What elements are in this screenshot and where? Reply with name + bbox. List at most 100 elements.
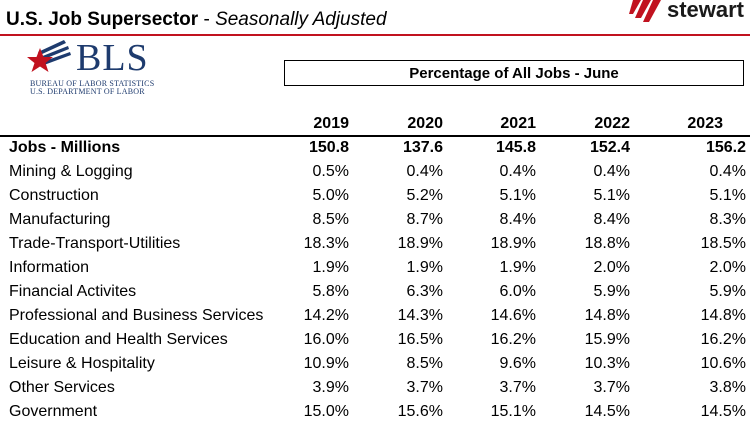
row-value: 14.3% xyxy=(397,307,443,324)
row-value: 5.1% xyxy=(499,187,536,204)
row-value: 8.3% xyxy=(709,211,746,228)
row-value: 14.2% xyxy=(303,307,349,324)
table-row: Mining & Logging 0.5% 0.4% 0.4% 0.4% 0.4… xyxy=(0,160,750,184)
row-value: 0.5% xyxy=(312,163,349,180)
row-value: 18.8% xyxy=(584,235,630,252)
row-value: 14.6% xyxy=(490,307,536,324)
row-value: 2.0% xyxy=(593,259,630,276)
row-label: Trade-Transport-Utilities xyxy=(9,235,181,252)
table-row: Other Services 3.9% 3.7% 3.7% 3.7% 3.8% xyxy=(0,376,750,400)
bls-star-icon xyxy=(27,40,71,72)
table-row: Manufacturing 8.5% 8.7% 8.4% 8.4% 8.3% xyxy=(0,208,750,232)
table-row: Trade-Transport-Utilities 18.3% 18.9% 18… xyxy=(0,232,750,256)
year-header: 2023 xyxy=(687,115,723,132)
row-value: 5.8% xyxy=(312,283,349,300)
row-value: 15.6% xyxy=(397,403,443,420)
row-value: 3.7% xyxy=(593,379,630,396)
table-caption: Percentage of All Jobs - June xyxy=(284,60,744,86)
row-label: Education and Health Services xyxy=(9,331,228,348)
row-value: 0.4% xyxy=(406,163,443,180)
row-label: Financial Activites xyxy=(9,283,137,300)
bls-wordmark: BLS xyxy=(76,37,149,79)
row-label: Professional and Business Services xyxy=(9,307,264,324)
row-value: 9.6% xyxy=(499,355,536,372)
row-value: 15.1% xyxy=(490,403,536,420)
row-value: 0.4% xyxy=(499,163,536,180)
row-value: 6.0% xyxy=(499,283,536,300)
row-value: 137.6 xyxy=(402,139,443,156)
row-value: 150.8 xyxy=(308,139,349,156)
row-value: 5.9% xyxy=(709,283,746,300)
year-header: 2021 xyxy=(500,115,536,132)
table-row: Education and Health Services 16.0% 16.5… xyxy=(0,328,750,352)
table-row: Government 15.0% 15.6% 15.1% 14.5% 14.5% xyxy=(0,400,750,424)
row-value: 0.4% xyxy=(709,163,746,180)
row-label: Information xyxy=(9,259,90,276)
row-value: 14.8% xyxy=(700,307,746,324)
row-value: 5.1% xyxy=(709,187,746,204)
row-value: 15.9% xyxy=(584,331,630,348)
table-row: Construction 5.0% 5.2% 5.1% 5.1% 5.1% xyxy=(0,184,750,208)
table-row: Financial Activites 5.8% 6.3% 6.0% 5.9% … xyxy=(0,280,750,304)
title-main: U.S. Job Supersector xyxy=(6,9,199,30)
title-separator: - xyxy=(198,9,216,30)
row-value: 16.0% xyxy=(303,331,349,348)
row-value: 5.9% xyxy=(593,283,630,300)
row-value: 6.3% xyxy=(406,283,443,300)
header-divider xyxy=(0,135,750,137)
row-value: 0.4% xyxy=(593,163,630,180)
table-row: Professional and Business Services 14.2%… xyxy=(0,304,750,328)
row-value: 3.8% xyxy=(709,379,746,396)
year-header: 2022 xyxy=(594,115,630,132)
row-label: Manufacturing xyxy=(9,211,111,228)
row-label: Other Services xyxy=(9,379,115,396)
table-row: Leisure & Hospitality 10.9% 8.5% 9.6% 10… xyxy=(0,352,750,376)
stewart-wordmark: stewart xyxy=(666,0,744,22)
row-value: 1.9% xyxy=(312,259,349,276)
row-value: 16.5% xyxy=(397,331,443,348)
row-value: 18.5% xyxy=(700,235,746,252)
row-value: 152.4 xyxy=(589,139,630,156)
row-value: 16.2% xyxy=(490,331,536,348)
row-value: 18.9% xyxy=(397,235,443,252)
row-value: 18.3% xyxy=(303,235,349,252)
row-value: 8.7% xyxy=(406,211,443,228)
row-value: 16.2% xyxy=(700,331,746,348)
row-value: 8.4% xyxy=(593,211,630,228)
page-title: U.S. Job Supersector - Seasonally Adjust… xyxy=(6,9,387,31)
row-value: 8.5% xyxy=(406,355,443,372)
row-value: 10.6% xyxy=(700,355,746,372)
row-label: Mining & Logging xyxy=(9,163,133,180)
row-label: Leisure & Hospitality xyxy=(9,355,155,372)
row-value: 3.7% xyxy=(499,379,536,396)
row-value: 14.5% xyxy=(584,403,630,420)
table-row: Information 1.9% 1.9% 1.9% 2.0% 2.0% xyxy=(0,256,750,280)
row-value: 5.0% xyxy=(312,187,349,204)
row-label: Construction xyxy=(9,187,99,204)
row-value: 14.5% xyxy=(700,403,746,420)
stewart-logo: stewart xyxy=(628,0,744,24)
stewart-mark-icon xyxy=(628,0,661,22)
row-value: 8.4% xyxy=(499,211,536,228)
year-header-row: 2019 2020 2021 2022 2023 xyxy=(0,115,750,135)
row-label: Jobs - Millions xyxy=(9,139,121,156)
bls-bureau-line: BUREAU OF LABOR STATISTICS xyxy=(30,79,155,88)
row-label: Government xyxy=(9,403,98,420)
total-jobs-row: Jobs - Millions 150.8 137.6 145.8 152.4 … xyxy=(0,136,750,160)
row-value: 10.3% xyxy=(584,355,630,372)
row-value: 10.9% xyxy=(303,355,349,372)
row-value: 3.7% xyxy=(406,379,443,396)
row-value: 2.0% xyxy=(709,259,746,276)
row-value: 15.0% xyxy=(303,403,349,420)
row-value: 3.9% xyxy=(312,379,349,396)
row-value: 5.1% xyxy=(593,187,630,204)
row-value: 1.9% xyxy=(406,259,443,276)
row-value: 1.9% xyxy=(499,259,536,276)
row-value: 14.8% xyxy=(584,307,630,324)
bls-logo: BLS BUREAU OF LABOR STATISTICS U.S. DEPA… xyxy=(24,36,174,100)
title-rule xyxy=(0,34,750,36)
row-value: 145.8 xyxy=(495,139,536,156)
title-subtitle: Seasonally Adjusted xyxy=(215,9,387,30)
year-header: 2020 xyxy=(407,115,443,132)
row-value: 18.9% xyxy=(490,235,536,252)
